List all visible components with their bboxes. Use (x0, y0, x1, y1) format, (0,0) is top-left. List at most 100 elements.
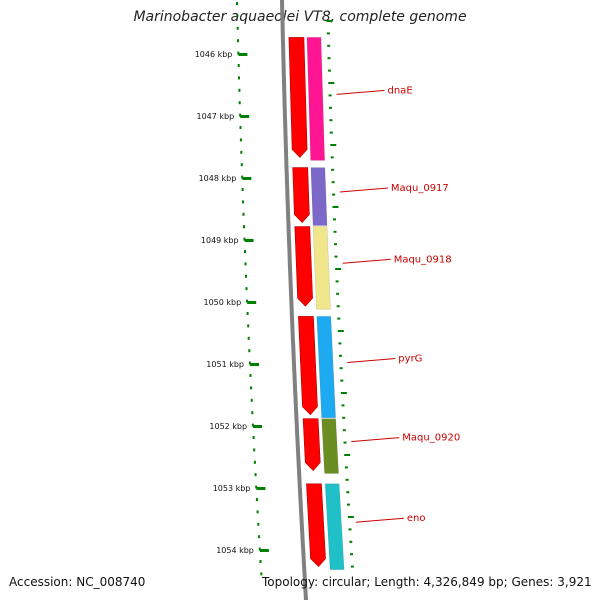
minor-tick-dot (248, 361, 251, 365)
outer-tick-dot (333, 230, 337, 233)
outer-tick-dot (342, 429, 346, 432)
minor-tick-dot (238, 101, 241, 105)
minor-tick-dot (246, 312, 249, 315)
minor-tick-dot (236, 14, 239, 18)
outer-tick-dot (332, 193, 336, 196)
minor-tick-dot (253, 448, 256, 452)
major-tick (253, 425, 263, 428)
minor-tick-dot (238, 76, 240, 80)
minor-tick-dot (239, 113, 242, 117)
minor-tick-dot (252, 436, 255, 439)
minor-tick-dot (236, 2, 238, 5)
outer-tick-dot (328, 94, 332, 97)
outer-tick-dot (333, 218, 336, 221)
accession-text: Accession: NC_008740 (9, 575, 146, 589)
kbp-label: 1047 kbp (196, 112, 234, 121)
outer-tick-dot (327, 44, 331, 47)
outer-tick-dot (328, 82, 335, 84)
minor-tick-dot (246, 299, 249, 303)
outer-tick-dot (334, 255, 338, 258)
outer-tick-dot (348, 528, 352, 531)
outer-tick-dot (330, 156, 334, 159)
gene-feature (310, 167, 328, 226)
outer-tick-dot (347, 516, 354, 518)
minor-tick-dot (243, 225, 245, 229)
minor-tick-dot (245, 274, 247, 278)
outer-tick-dot (347, 503, 350, 506)
outer-tick-dot (343, 441, 347, 444)
outer-tick-dot (329, 106, 332, 109)
minor-tick-dot (240, 163, 243, 167)
minor-tick-dot (238, 88, 241, 92)
forward-strand-arrow (288, 37, 308, 158)
outer-tick-dot (327, 69, 331, 72)
kbp-label: 1053 kbp (213, 484, 251, 493)
kbp-label: 1050 kbp (203, 298, 241, 307)
major-tick (244, 239, 254, 242)
outer-tick-dot (327, 57, 331, 60)
genome-title: Marinobacter aquaeolei VT8, complete gen… (133, 9, 467, 25)
minor-tick-dot (250, 386, 253, 390)
outer-tick-dot (340, 379, 344, 382)
kbp-label: 1049 kbp (201, 236, 239, 245)
outer-tick-dot (337, 330, 344, 332)
outer-tick-dot (337, 317, 341, 320)
minor-tick-dot (237, 64, 240, 67)
outer-tick-dot (350, 553, 353, 556)
forward-strand-arrow (306, 483, 326, 568)
minor-tick-dot (237, 39, 239, 43)
minor-tick-dot (258, 535, 261, 539)
minor-tick-dot (247, 324, 250, 328)
minor-tick-dot (244, 250, 246, 253)
gene-feature (312, 226, 331, 310)
outer-tick-dot (345, 478, 349, 481)
gene-label-leader (336, 89, 385, 95)
minor-tick-dot (242, 200, 245, 204)
minor-tick-dot (255, 485, 258, 489)
minor-tick-dot (243, 237, 246, 241)
minor-tick-dot (251, 423, 254, 427)
outer-tick-dot (332, 206, 339, 208)
minor-tick-dot (255, 498, 258, 501)
gene-label: eno (407, 513, 426, 524)
topology-text: Topology: circular; Length: 4,326,849 bp… (262, 575, 592, 589)
minor-tick-dot (254, 473, 257, 477)
outer-tick-dot (336, 305, 340, 308)
outer-tick-dot (346, 491, 350, 494)
outer-tick-dot (336, 292, 340, 295)
forward-strand-arrow (292, 167, 310, 223)
outer-tick-dot (341, 404, 345, 407)
gene-label-leader (347, 358, 396, 363)
minor-tick-dot (241, 175, 244, 179)
outer-tick-dot (330, 144, 337, 146)
minor-tick-dot (239, 126, 242, 129)
major-tick (242, 177, 252, 180)
minor-tick-dot (251, 411, 254, 415)
kbp-label: 1048 kbp (199, 174, 237, 183)
gene-label: dnaE (388, 85, 413, 96)
outer-tick-dot (326, 20, 333, 22)
major-tick (256, 487, 266, 490)
outer-tick-dot (340, 392, 347, 394)
minor-tick-dot (249, 374, 252, 377)
gene-label-leader (339, 187, 388, 193)
gene-label: Maqu_0920 (402, 433, 460, 444)
minor-tick-dot (259, 560, 262, 563)
minor-tick-dot (256, 510, 259, 514)
gene-feature (321, 418, 339, 474)
gene-feature (324, 483, 345, 570)
outer-tick-dot (326, 32, 330, 35)
minor-tick-dot (242, 212, 245, 216)
minor-tick-dot (260, 572, 263, 576)
kbp-label: 1052 kbp (209, 422, 247, 431)
minor-tick-dot (250, 398, 253, 402)
outer-tick-dot (350, 565, 354, 568)
outer-tick-dot (331, 181, 335, 184)
minor-tick-dot (253, 460, 256, 464)
outer-tick-dot (344, 466, 348, 469)
outer-tick-dot (344, 454, 351, 456)
minor-tick-dot (257, 522, 260, 526)
major-tick (240, 115, 250, 118)
